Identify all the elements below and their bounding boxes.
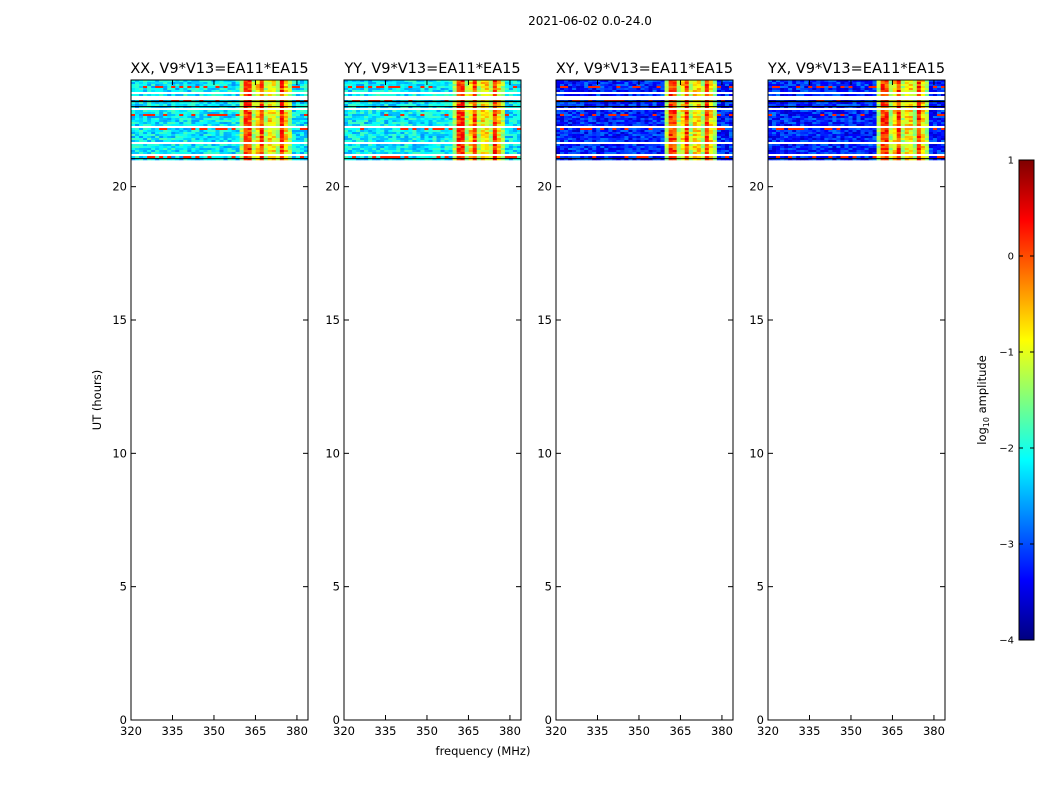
panel-title: YY, V9*V13=EA11*EA15 — [343, 61, 520, 77]
x-tick-label: 365 — [457, 724, 479, 738]
x-axis-label: frequency (MHz) — [436, 744, 531, 758]
colorbar-gradient — [1018, 159, 1035, 641]
panel-3: XY, V9*V13=EA11*EA15 320 335 350 365 380 0 5 10 1… — [537, 61, 734, 738]
panel-title: YX, V9*V13=EA11*EA15 — [767, 61, 945, 77]
y-tick-label: 10 — [325, 446, 340, 460]
y-tick-label: 10 — [537, 446, 552, 460]
y-tick-label: 15 — [749, 313, 764, 327]
y-tick-label: 0 — [120, 713, 127, 727]
y-tick-label: 5 — [120, 580, 127, 594]
panel-title: XX, V9*V13=EA11*EA15 — [130, 61, 308, 77]
axes-frame — [343, 79, 522, 721]
colorbar-tick-label: −2 — [999, 444, 1014, 455]
x-tick-label: 320 — [757, 724, 779, 738]
y-tick-label: 15 — [112, 313, 127, 327]
x-tick-label: 335 — [799, 724, 821, 738]
y-tick-label: 15 — [537, 313, 552, 327]
panels-group: XX, V9*V13=EA11*EA15 320 335 350 365 380 0 5 10 1… — [112, 61, 946, 738]
x-tick-label: 350 — [203, 724, 225, 738]
axes-frame — [767, 79, 946, 721]
colorbar-tick-label: 1 — [1008, 156, 1014, 167]
y-tick-label: 0 — [545, 713, 552, 727]
heatmap — [131, 80, 309, 161]
panel-1: XX, V9*V13=EA11*EA15 320 335 350 365 380 0 5 10 1… — [112, 61, 308, 738]
y-tick-label: 20 — [325, 180, 340, 194]
x-tick-label: 380 — [711, 724, 733, 738]
y-tick-label: 10 — [112, 446, 127, 460]
axes-frame — [555, 79, 734, 721]
heatmap — [344, 80, 522, 161]
x-tick-label: 350 — [628, 724, 650, 738]
x-tick-label: 320 — [545, 724, 567, 738]
y-tick-label: 20 — [112, 180, 127, 194]
x-tick-label: 365 — [881, 724, 903, 738]
y-tick-label: 10 — [749, 446, 764, 460]
x-tick-label: 380 — [499, 724, 521, 738]
x-tick-label: 335 — [587, 724, 609, 738]
colorbar-tick-label: −4 — [999, 636, 1014, 647]
x-tick-label: 335 — [375, 724, 397, 738]
colorbar-tick-label: −3 — [999, 540, 1014, 551]
colorbar-tick-label: −1 — [999, 348, 1014, 359]
panel-4: YX, V9*V13=EA11*EA15 320 335 350 365 380 0 5 10 1… — [749, 61, 946, 738]
y-axis-label: UT (hours) — [90, 370, 104, 430]
y-tick-label: 0 — [333, 713, 340, 727]
y-tick-label: 5 — [757, 580, 764, 594]
x-tick-label: 350 — [416, 724, 438, 738]
x-tick-label: 365 — [669, 724, 691, 738]
y-tick-label: 5 — [333, 580, 340, 594]
x-tick-label: 320 — [120, 724, 142, 738]
colorbar-tick-label: 0 — [1008, 252, 1014, 263]
colorbar: 1 0 −1 −2 −3 −4 log10 amplitude — [975, 156, 1035, 647]
y-tick-label: 20 — [537, 180, 552, 194]
y-tick-label: 20 — [749, 180, 764, 194]
y-tick-label: 15 — [325, 313, 340, 327]
x-tick-label: 365 — [244, 724, 266, 738]
colorbar-label: log10 amplitude — [975, 355, 991, 445]
panel-2: YY, V9*V13=EA11*EA15 320 335 350 365 380 0 5 10 1… — [325, 61, 522, 738]
x-tick-label: 350 — [840, 724, 862, 738]
y-tick-label: 5 — [545, 580, 552, 594]
x-tick-label: 380 — [923, 724, 945, 738]
axes-frame — [130, 79, 309, 721]
x-tick-label: 320 — [333, 724, 355, 738]
heatmap — [556, 80, 734, 161]
heatmap — [768, 80, 946, 161]
y-tick-label: 0 — [757, 713, 764, 727]
panel-title: XY, V9*V13=EA11*EA15 — [556, 61, 733, 77]
x-tick-label: 335 — [162, 724, 184, 738]
figure-suptitle: 2021-06-02 0.0-24.0 — [528, 14, 652, 28]
x-tick-label: 380 — [286, 724, 308, 738]
